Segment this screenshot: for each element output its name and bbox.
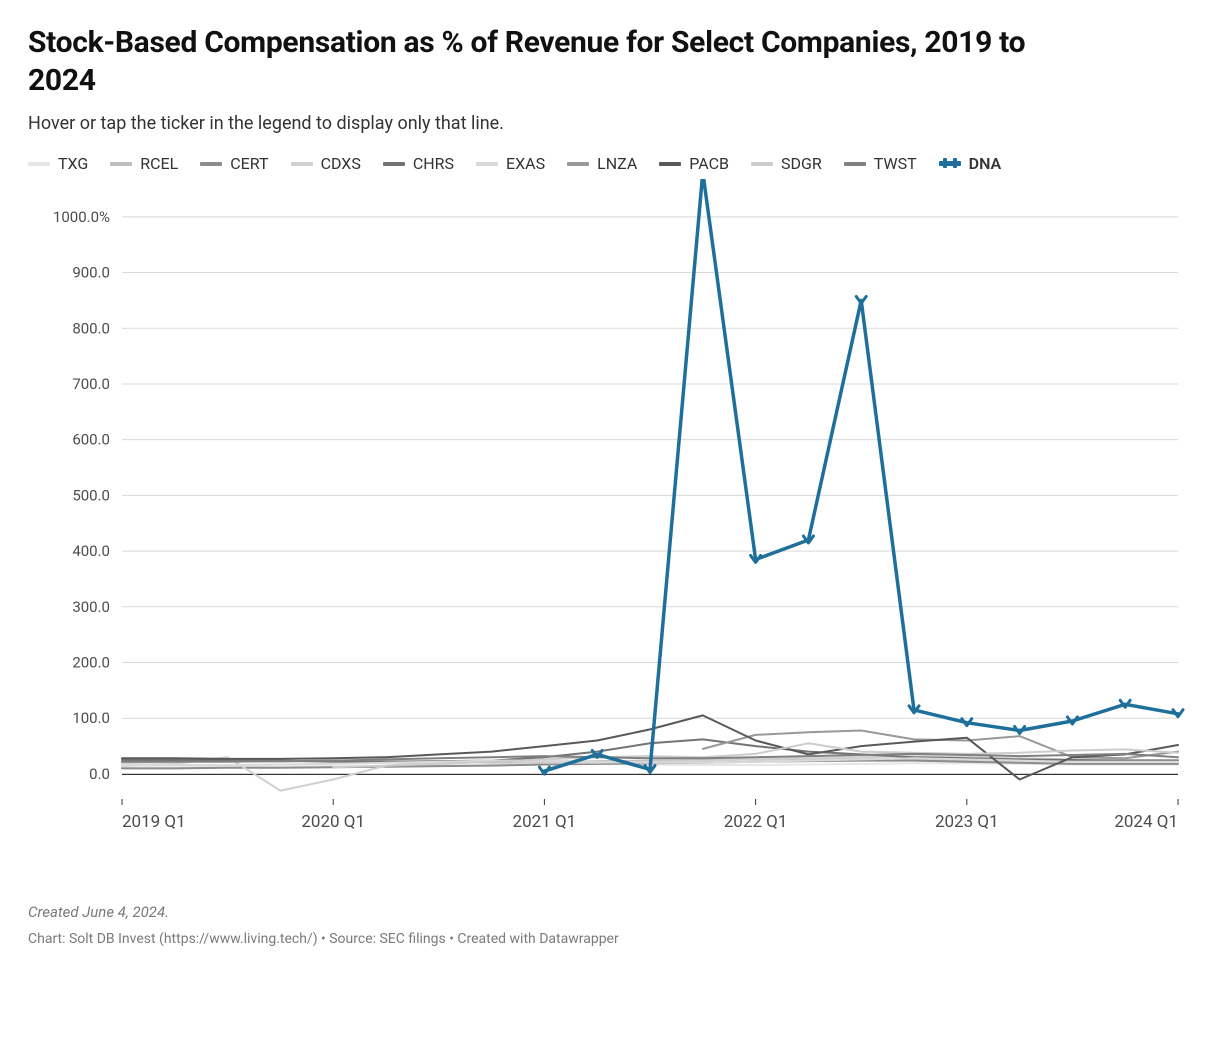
legend-label: TXG [58,154,88,173]
legend-item-exas[interactable]: EXAS [476,154,545,173]
chart-title: Stock-Based Compensation as % of Revenue… [28,24,1028,99]
legend: TXG RCEL CERT CDXS CHRS EXAS LNZA PACB SDGR TWST D… [28,154,1128,173]
legend-item-cdxs[interactable]: CDXS [291,154,361,173]
legend-item-twst[interactable]: TWST [844,154,917,173]
svg-text:0.0: 0.0 [89,765,110,783]
legend-item-lnza[interactable]: LNZA [567,154,637,173]
legend-item-sdgr[interactable]: SDGR [751,154,822,173]
legend-label: EXAS [506,154,545,173]
svg-text:200.0: 200.0 [72,654,110,672]
legend-label: PACB [689,154,729,173]
legend-item-rcel[interactable]: RCEL [110,154,178,173]
svg-text:600.0: 600.0 [72,431,110,449]
legend-label: CHRS [413,154,454,173]
series-dna [539,179,1183,774]
legend-swatch [751,162,773,166]
svg-text:2022 Q1: 2022 Q1 [724,812,788,832]
svg-text:100.0: 100.0 [72,709,110,727]
legend-label: SDGR [781,154,822,173]
legend-label: LNZA [597,154,637,173]
svg-text:800.0: 800.0 [72,319,110,337]
chart-svg: 0.0 100.0 200.0 300.0 400.0 500.0 600.0 700.0 80… [28,179,1188,879]
svg-text:500.0: 500.0 [72,487,110,505]
svg-text:2019 Q1: 2019 Q1 [122,812,186,832]
legend-swatch [28,162,50,166]
legend-swatch [110,162,132,166]
svg-text:2023 Q1: 2023 Q1 [935,812,999,832]
legend-swatch [567,162,589,166]
legend-swatch [291,162,313,166]
legend-item-chrs[interactable]: CHRS [383,154,454,173]
svg-text:1000.0%: 1000.0% [53,208,110,226]
legend-item-txg[interactable]: TXG [28,154,88,173]
svg-text:900.0: 900.0 [72,264,110,282]
chart-area: 0.0 100.0 200.0 300.0 400.0 500.0 600.0 700.0 80… [28,179,1188,879]
legend-label: DNA [969,154,1002,173]
chart-note: Created June 4, 2024. [28,903,1192,921]
legend-swatch [659,162,681,166]
chart-credit: Chart: Solt DB Invest (https://www.livin… [28,931,1192,947]
legend-item-pacb[interactable]: PACB [659,154,729,173]
legend-swatch [383,162,405,166]
legend-swatch [844,162,866,166]
svg-text:300.0: 300.0 [72,598,110,616]
legend-item-dna[interactable]: DNA [939,154,1002,173]
legend-swatch [200,162,222,166]
svg-text:2024 Q1: 2024 Q1 [1114,812,1178,832]
svg-text:2020 Q1: 2020 Q1 [301,812,365,832]
legend-swatch [939,161,961,166]
legend-item-cert[interactable]: CERT [200,154,268,173]
svg-text:2021 Q1: 2021 Q1 [513,812,577,832]
chart-subtitle: Hover or tap the ticker in the legend to… [28,111,1192,136]
svg-text:400.0: 400.0 [72,542,110,560]
legend-label: RCEL [140,154,178,173]
svg-text:700.0: 700.0 [72,375,110,393]
legend-label: TWST [874,154,917,173]
legend-label: CDXS [321,154,361,173]
legend-label: CERT [230,154,268,173]
legend-swatch [476,162,498,166]
